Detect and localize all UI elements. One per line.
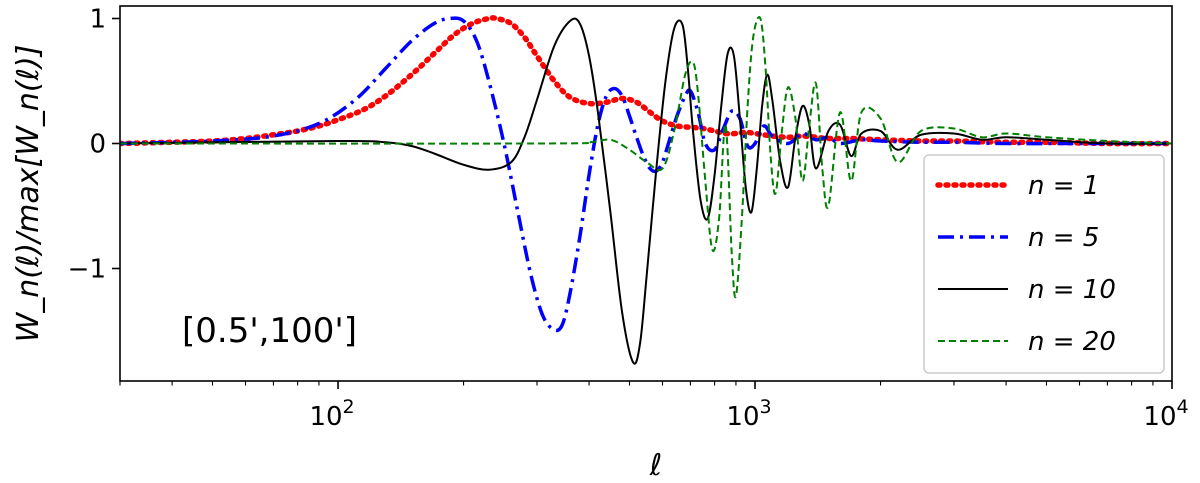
y-axis-label: W_n(ℓ)/max[W_n(ℓ)] <box>11 45 46 343</box>
axis-ticks: 102 103 104 −1 0 1 <box>68 5 1189 433</box>
legend-label-1: n = 1 <box>1028 171 1099 201</box>
y-tick-label: −1 <box>68 255 106 285</box>
x-tick-label: 103 <box>726 396 771 432</box>
y-tick-label: 0 <box>89 130 106 160</box>
legend-label-4: n = 20 <box>1028 327 1116 357</box>
legend-box <box>923 154 1165 374</box>
plot-area <box>119 5 1173 382</box>
y-tick-label: 1 <box>89 5 106 35</box>
series-line-2 <box>120 16 1172 333</box>
legend-label-2: n = 5 <box>1028 223 1099 253</box>
legend-label-3: n = 10 <box>1028 275 1116 305</box>
series-line-1 <box>120 15 1172 147</box>
x-axis-label: ℓ <box>649 448 662 483</box>
legend: n = 1 n = 5 n = 10 n = 20 <box>923 154 1165 374</box>
x-tick-label: 102 <box>309 396 354 432</box>
axis-labels: ℓ W_n(ℓ)/max[W_n(ℓ)] <box>11 45 662 483</box>
plot-frame <box>119 5 1173 382</box>
x-tick-label: 104 <box>1143 396 1188 432</box>
range-annotation: [0.5',100'] <box>182 311 357 351</box>
plot-border <box>119 5 1173 382</box>
series-line-3 <box>120 17 1172 365</box>
series-layer <box>120 15 1172 365</box>
